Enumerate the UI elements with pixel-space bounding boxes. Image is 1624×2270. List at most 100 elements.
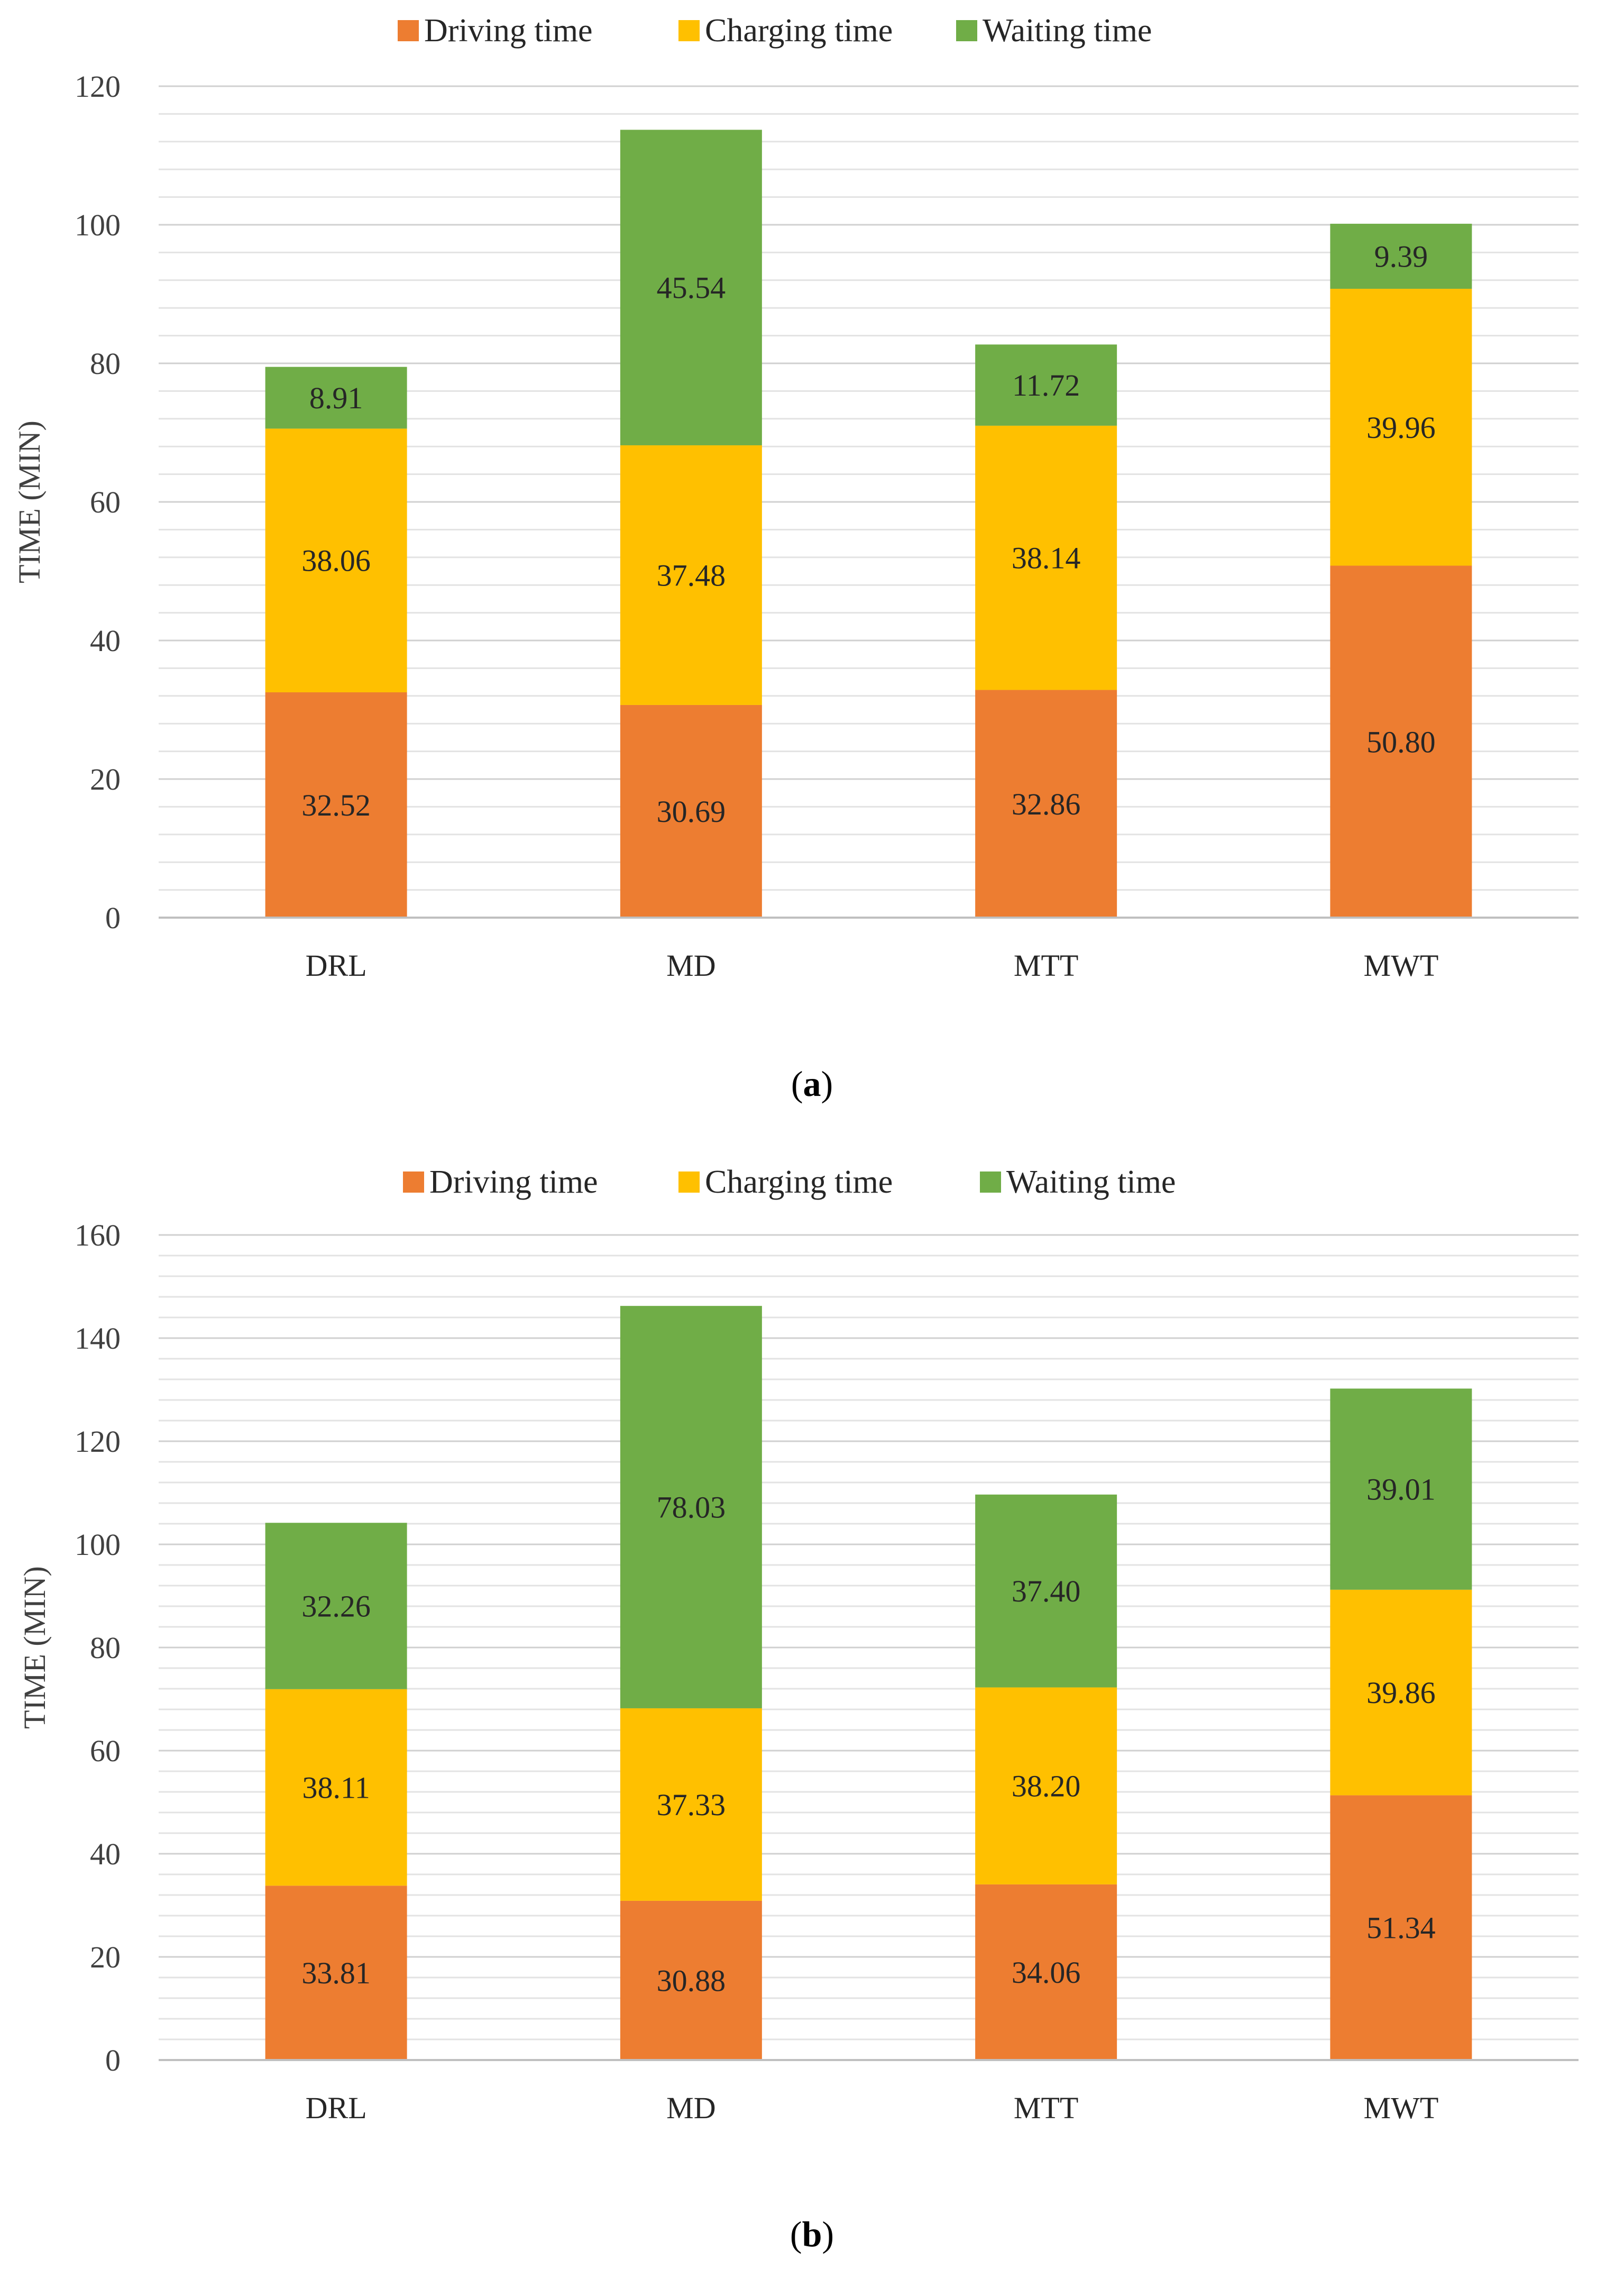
data-label: 38.20	[1012, 1769, 1081, 1804]
y-tick-label: 0	[105, 901, 121, 935]
bar-segment	[265, 1885, 407, 2060]
data-label: 45.54	[657, 271, 726, 305]
y-axis-title: TIME (MIN)	[17, 1566, 52, 1729]
panel-label-a: (a)	[791, 1064, 833, 1104]
data-labels: 33.81 38.11 32.26 30.88 37.33 78.03 34.06 38.20…	[301, 1472, 1435, 1998]
bar-segment	[265, 1689, 407, 1886]
bar-segment	[975, 425, 1117, 690]
data-label: 32.52	[301, 788, 371, 822]
bar-segment	[975, 1687, 1117, 1884]
data-label: 37.40	[1012, 1574, 1081, 1608]
data-label: 32.86	[1012, 787, 1081, 821]
data-label: 78.03	[657, 1490, 726, 1525]
data-label: 39.96	[1366, 410, 1436, 445]
legend: Driving time Charging time Waiting time	[403, 1164, 1176, 1200]
legend-label: Charging time	[705, 13, 893, 49]
chart-b: 0 20 40 60 80 100 120 140 160 TIME (MIN) 33.81 38.1…	[17, 1164, 1579, 2125]
data-label: 51.34	[1366, 1911, 1436, 1945]
bar-segment	[1330, 565, 1472, 918]
data-label: 33.81	[301, 1956, 371, 1990]
bars	[265, 1306, 1472, 2060]
legend-swatch	[678, 20, 700, 41]
y-tick-label: 40	[90, 624, 121, 658]
y-tick-label: 120	[75, 1424, 121, 1459]
legend-label: Driving time	[429, 1164, 598, 1200]
legend-swatch	[980, 1171, 1001, 1193]
y-tick-label: 160	[75, 1218, 121, 1252]
bar-segment	[265, 428, 407, 692]
legend-swatch	[398, 20, 419, 41]
y-tick-label: 120	[75, 69, 121, 104]
bar-segment	[620, 704, 762, 918]
panel-letter-b: b	[802, 2214, 822, 2254]
bar-segment	[265, 367, 407, 429]
y-tick-label: 140	[75, 1321, 121, 1356]
bar-segment	[620, 445, 762, 705]
y-tick-label: 100	[75, 208, 121, 242]
bar-segment	[975, 690, 1117, 918]
data-label: 11.72	[1012, 368, 1080, 402]
y-axis-ticks: 0 20 40 60 80 100 120	[75, 69, 121, 935]
x-tick-label: MD	[666, 2091, 715, 2125]
bar-segment	[265, 692, 407, 918]
y-tick-label: 80	[90, 1631, 121, 1665]
data-label: 37.33	[657, 1788, 726, 1822]
panel-letter-a: a	[803, 1064, 821, 1104]
legend-swatch	[403, 1171, 424, 1193]
data-label: 39.01	[1366, 1472, 1436, 1507]
bar-segment	[1330, 1795, 1472, 2060]
data-label: 32.26	[301, 1589, 371, 1624]
legend-label: Driving time	[424, 13, 593, 49]
bar-segment	[1330, 1589, 1472, 1796]
y-tick-label: 20	[90, 1940, 121, 1974]
data-label: 38.06	[301, 544, 371, 578]
y-tick-label: 20	[90, 762, 121, 797]
x-tick-label: MTT	[1014, 2091, 1078, 2125]
data-label: 30.88	[657, 1963, 726, 1998]
bar-segment	[620, 1306, 762, 1708]
data-label: 39.86	[1366, 1676, 1436, 1710]
bar-segment	[975, 1494, 1117, 1688]
panel-label-b: (b)	[790, 2214, 834, 2254]
data-label: 8.91	[309, 381, 363, 415]
bars	[265, 130, 1472, 918]
bar-segment	[620, 1900, 762, 2060]
bar-segment	[975, 344, 1117, 426]
legend-label: Waiting time	[1006, 1164, 1176, 1200]
bar-segment	[1330, 289, 1472, 566]
y-tick-label: 0	[105, 2043, 121, 2077]
legend-swatch	[678, 1171, 700, 1193]
data-label: 30.69	[657, 794, 726, 829]
bar-segment	[1330, 224, 1472, 289]
y-tick-label: 60	[90, 1734, 121, 1768]
legend: Driving time Charging time Waiting time	[398, 13, 1152, 49]
x-tick-label: DRL	[306, 948, 367, 983]
data-labels: 32.52 38.06 8.91 30.69 37.48 45.54 32.86 38.14 1…	[301, 240, 1435, 829]
x-tick-label: DRL	[306, 2091, 367, 2125]
x-tick-label: MWT	[1364, 948, 1439, 983]
data-label: 38.11	[302, 1771, 370, 1805]
y-tick-label: 40	[90, 1837, 121, 1871]
legend-label: Charging time	[705, 1164, 893, 1200]
y-tick-label: 80	[90, 346, 121, 381]
bar-segment	[1330, 1388, 1472, 1590]
data-label: 50.80	[1366, 725, 1436, 759]
y-axis-ticks: 0 20 40 60 80 100 120 140 160	[75, 1218, 121, 2077]
data-label: 9.39	[1374, 240, 1428, 274]
bar-segment	[975, 1884, 1117, 2060]
data-label: 34.06	[1012, 1955, 1081, 1990]
data-label: 38.14	[1012, 541, 1081, 575]
y-axis-title: TIME (MIN)	[12, 420, 47, 583]
y-tick-label: 100	[75, 1527, 121, 1562]
bar-segment	[620, 1708, 762, 1901]
x-tick-label: MD	[666, 948, 715, 983]
data-label: 37.48	[657, 558, 726, 592]
y-tick-label: 60	[90, 485, 121, 519]
bar-segment	[265, 1523, 407, 1689]
legend-swatch	[956, 20, 977, 41]
bar-segment	[620, 130, 762, 445]
x-tick-label: MWT	[1364, 2091, 1439, 2125]
legend-label: Waiting time	[983, 13, 1152, 49]
x-tick-label: MTT	[1014, 948, 1078, 983]
